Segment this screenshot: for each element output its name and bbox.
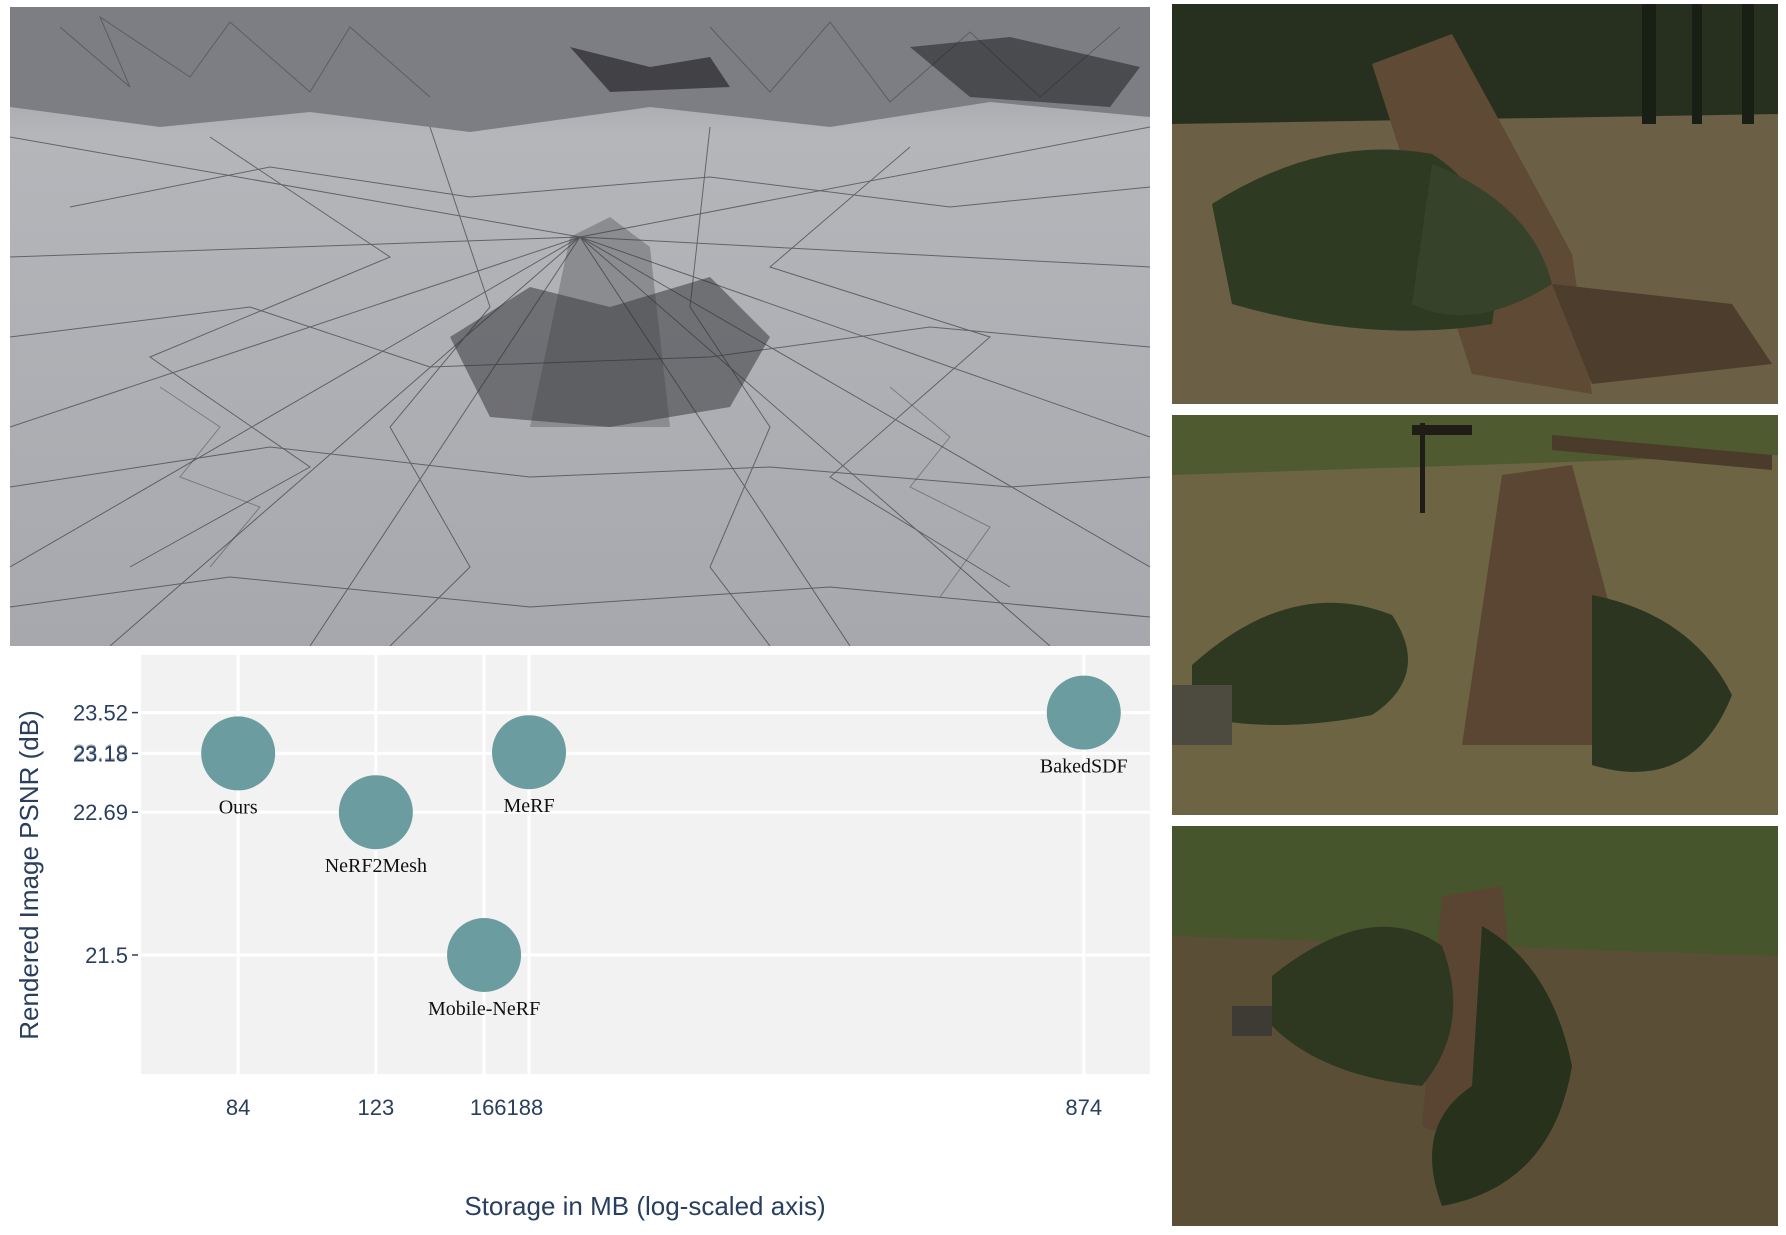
tree-stump-render-3 <box>1172 826 1778 1226</box>
y-axis-ticks: 23.52 23.18 22.69 21.5 23.19 <box>73 701 138 968</box>
y-tick-label: 22.69 <box>73 800 128 825</box>
psnr-vs-storage-chart: 84 123 166188 874 23.52 23.18 22.69 21.5 23.19 … <box>10 655 1150 1235</box>
data-point-merf <box>492 715 567 790</box>
tree-stump-render-2 <box>1172 415 1778 815</box>
plot-background <box>140 655 1150 1075</box>
data-point-label: Mobile-NeRF <box>428 998 540 1020</box>
photo-image <box>1172 826 1778 1226</box>
mesh-wireframe-image <box>10 7 1150 646</box>
data-point-mobile-nerf <box>447 918 522 992</box>
y-axis-title: Rendered Image PSNR (dB) <box>14 710 44 1039</box>
chart-svg: 84 123 166188 874 23.5223.1822.6921.523.19 … <box>14 655 1150 1221</box>
y-tick-label: 21.5 <box>85 943 128 968</box>
x-tick-label: 123 <box>357 1095 394 1120</box>
y-tick-label: 23.52 <box>73 701 128 726</box>
data-point-label: MeRF <box>503 795 554 817</box>
data-point-label: BakedSDF <box>1040 756 1128 778</box>
photo-image <box>1172 415 1778 815</box>
data-points: Ours NeRF2Mesh Mobile-NeRF MeRF BakedSDF <box>201 675 1128 1020</box>
data-point-ours <box>201 716 276 791</box>
data-point-label: NeRF2Mesh <box>325 855 427 877</box>
data-point-bakedsdf <box>1046 675 1121 750</box>
y-tick-label: 23.18 <box>73 741 128 766</box>
x-tick-label: 84 <box>226 1095 250 1120</box>
wireframe-mesh-render <box>10 7 1150 646</box>
x-tick-label: 166188 <box>470 1095 543 1120</box>
y-tick-label-overlap: 23.19 <box>73 740 128 765</box>
x-axis-title: Storage in MB (log-scaled axis) <box>464 1191 825 1221</box>
data-point-label: Ours <box>219 796 258 818</box>
x-axis-ticks: 84 123 166188 874 <box>226 1095 1102 1120</box>
data-point-nerf2mesh <box>338 775 413 850</box>
tree-stump-render-1 <box>1172 4 1778 404</box>
x-tick-label: 874 <box>1065 1095 1102 1120</box>
photo-image <box>1172 4 1778 404</box>
axis-lines <box>139 655 1150 1076</box>
